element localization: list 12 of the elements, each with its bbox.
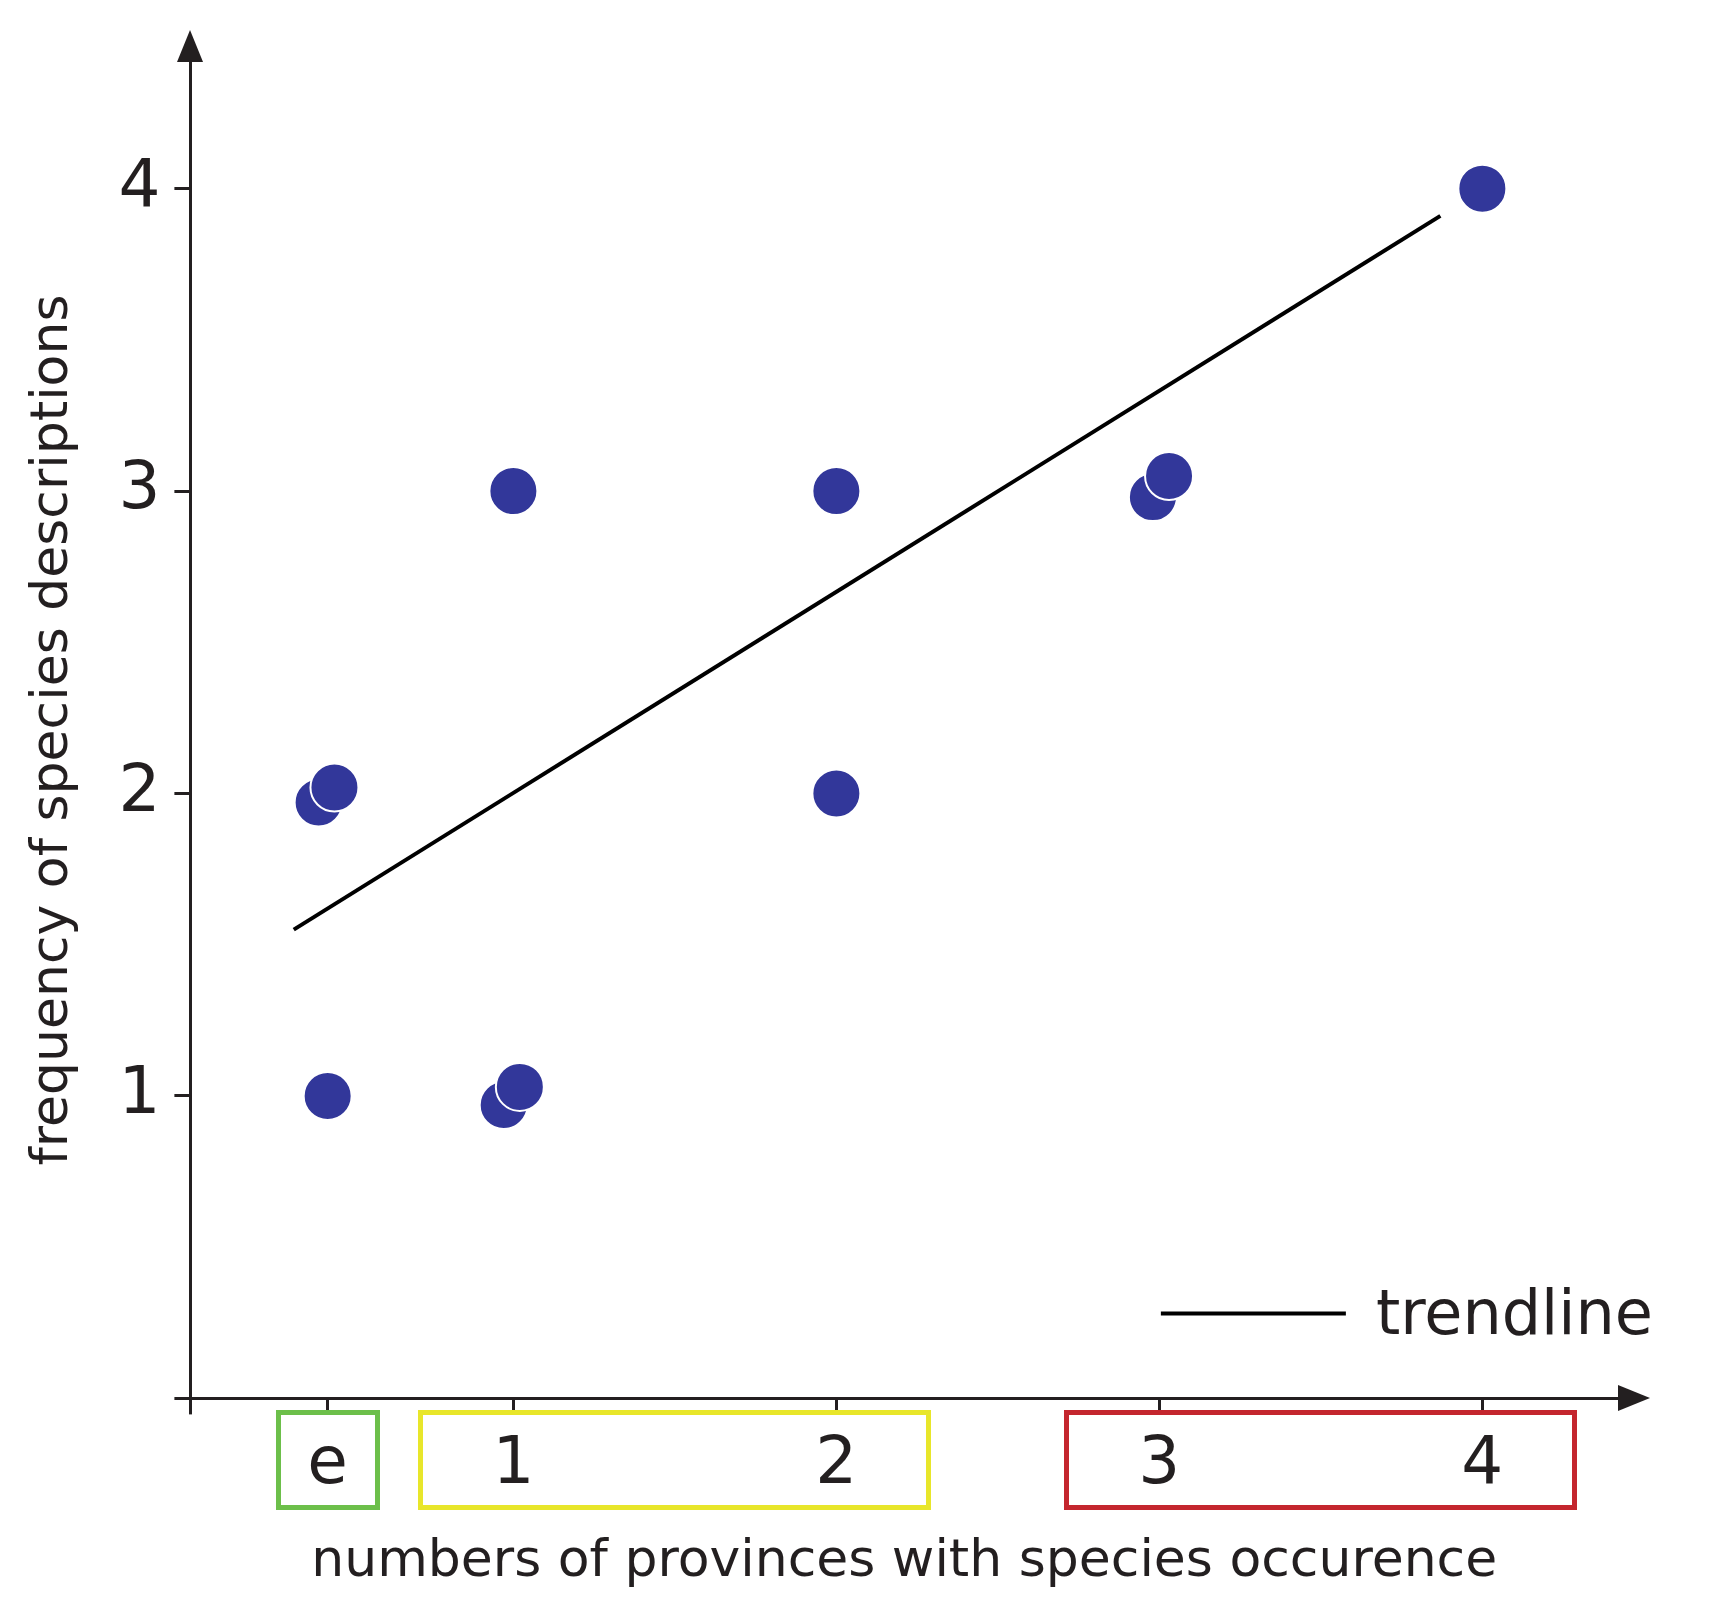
x-tick-label: 2 [815, 1422, 858, 1500]
y-tick-label: 4 [118, 144, 161, 222]
x-tick-label: 4 [1461, 1422, 1504, 1500]
x-tick-label: 1 [492, 1422, 535, 1500]
x-tick-label: 3 [1138, 1422, 1181, 1500]
y-tick-label: 3 [118, 447, 161, 525]
x-axis-title: numbers of provinces with species occurence [311, 1528, 1498, 1589]
y-tick-label: 2 [118, 749, 161, 827]
x-tick-label: e [307, 1422, 348, 1500]
y-axis-title: frequency of species descriptions [18, 294, 79, 1166]
legend-label: trendline [1375, 1275, 1653, 1349]
y-tick-label: 1 [118, 1052, 161, 1130]
